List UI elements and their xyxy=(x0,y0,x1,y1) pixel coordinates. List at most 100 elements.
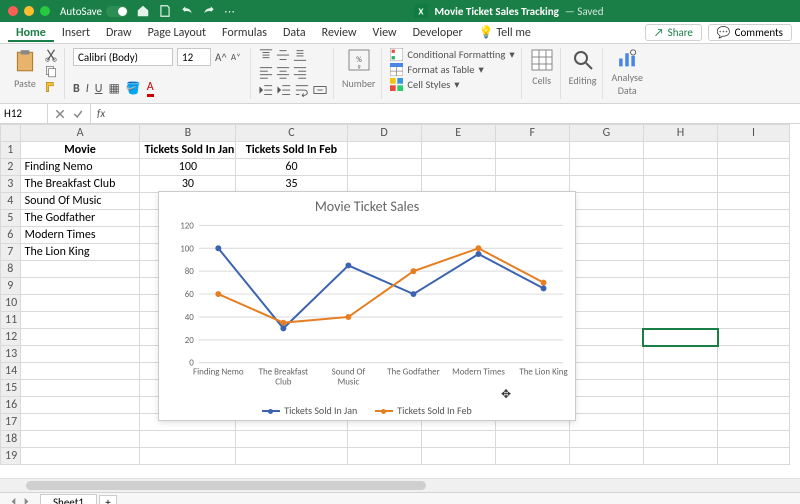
cell-H15[interactable] xyxy=(643,380,717,397)
cell-A2[interactable]: Finding Nemo xyxy=(20,159,140,176)
cell-I1[interactable] xyxy=(718,142,790,159)
row-header-4[interactable]: 4 xyxy=(1,193,21,210)
cell-I3[interactable] xyxy=(718,176,790,193)
minimize-icon[interactable] xyxy=(24,6,34,16)
align-center-icon[interactable] xyxy=(276,65,290,79)
comments-button[interactable]: 💬 Comments xyxy=(708,24,792,41)
number-group[interactable]: %9 Number xyxy=(340,48,382,99)
cell-I10[interactable] xyxy=(718,295,790,312)
add-sheet-button[interactable]: + xyxy=(99,495,117,504)
editing-group[interactable]: Editing xyxy=(567,48,604,99)
col-header-G[interactable]: G xyxy=(569,125,643,142)
cell-D19[interactable] xyxy=(347,448,421,465)
autosave-toggle[interactable]: AutoSave xyxy=(60,5,128,18)
cell-A12[interactable] xyxy=(20,329,140,346)
decrease-indent-icon[interactable] xyxy=(259,83,273,97)
enter-icon[interactable] xyxy=(72,108,84,120)
name-box[interactable]: H12 xyxy=(0,104,48,123)
row-header-5[interactable]: 5 xyxy=(1,210,21,227)
cell-I19[interactable] xyxy=(718,448,790,465)
cells-group[interactable]: Cells xyxy=(528,48,561,99)
align-middle-icon[interactable] xyxy=(276,48,290,62)
row-header-9[interactable]: 9 xyxy=(1,278,21,295)
tab-nav-next-icon[interactable] xyxy=(22,497,31,504)
cell-I4[interactable] xyxy=(718,193,790,210)
cell-C19[interactable] xyxy=(236,448,347,465)
cell-A11[interactable] xyxy=(20,312,140,329)
font-size-select[interactable] xyxy=(177,48,211,66)
cell-B2[interactable]: 100 xyxy=(140,159,236,176)
cell-H6[interactable] xyxy=(643,227,717,244)
cell-H16[interactable] xyxy=(643,397,717,414)
cell-H3[interactable] xyxy=(643,176,717,193)
row-header-17[interactable]: 17 xyxy=(1,414,21,431)
cell-D18[interactable] xyxy=(347,431,421,448)
cell-G16[interactable] xyxy=(569,397,643,414)
format-as-table-button[interactable]: Format as Table ▾ xyxy=(390,63,514,76)
tellme-tab[interactable]: 💡 Tell me xyxy=(471,25,539,40)
cell-H11[interactable] xyxy=(643,312,717,329)
col-header-F[interactable]: F xyxy=(495,125,569,142)
tab-page-layout[interactable]: Page Layout xyxy=(140,26,214,40)
italic-button[interactable]: I xyxy=(86,82,89,96)
cell-H18[interactable] xyxy=(643,431,717,448)
cell-G2[interactable] xyxy=(569,159,643,176)
cell-F19[interactable] xyxy=(495,448,569,465)
save-icon[interactable] xyxy=(158,4,172,18)
cell-I14[interactable] xyxy=(718,363,790,380)
cell-A1[interactable]: Movie xyxy=(20,142,140,159)
cell-E18[interactable] xyxy=(421,431,495,448)
cell-D1[interactable] xyxy=(347,142,421,159)
cell-G15[interactable] xyxy=(569,380,643,397)
tab-nav-prev-icon[interactable] xyxy=(9,497,18,504)
cell-I12[interactable] xyxy=(718,329,790,346)
cell-G7[interactable] xyxy=(569,244,643,261)
row-header-15[interactable]: 15 xyxy=(1,380,21,397)
cell-A15[interactable] xyxy=(20,380,140,397)
window-controls[interactable] xyxy=(8,6,50,16)
cell-I18[interactable] xyxy=(718,431,790,448)
cell-G13[interactable] xyxy=(569,346,643,363)
cell-G3[interactable] xyxy=(569,176,643,193)
row-header-13[interactable]: 13 xyxy=(1,346,21,363)
decrease-font-icon[interactable]: A˅ xyxy=(231,52,241,63)
tab-view[interactable]: View xyxy=(365,26,405,40)
align-left-icon[interactable] xyxy=(259,65,273,79)
cell-G10[interactable] xyxy=(569,295,643,312)
cell-G8[interactable] xyxy=(569,261,643,278)
tab-home[interactable]: Home xyxy=(8,26,54,42)
tab-data[interactable]: Data xyxy=(275,26,314,40)
redo-icon[interactable] xyxy=(202,4,216,18)
cell-C3[interactable]: 35 xyxy=(236,176,347,193)
cell-F3[interactable] xyxy=(495,176,569,193)
underline-button[interactable]: U xyxy=(95,82,103,96)
increase-indent-icon[interactable] xyxy=(277,83,291,97)
align-bottom-icon[interactable] xyxy=(293,48,307,62)
cell-H7[interactable] xyxy=(643,244,717,261)
tab-formulas[interactable]: Formulas xyxy=(214,26,275,40)
font-color-icon[interactable]: A xyxy=(147,80,154,97)
undo-icon[interactable] xyxy=(180,4,194,18)
more-icon[interactable]: ⋯ xyxy=(224,5,236,18)
cell-A17[interactable] xyxy=(20,414,140,431)
cell-G1[interactable] xyxy=(569,142,643,159)
cell-I11[interactable] xyxy=(718,312,790,329)
cell-I13[interactable] xyxy=(718,346,790,363)
paste-button[interactable]: Paste xyxy=(8,48,42,94)
cell-A10[interactable] xyxy=(20,295,140,312)
col-header-I[interactable]: I xyxy=(718,125,790,142)
cell-I2[interactable] xyxy=(718,159,790,176)
wrap-text-icon[interactable] xyxy=(295,83,309,97)
increase-font-icon[interactable]: A^ xyxy=(215,51,227,64)
cut-icon[interactable] xyxy=(44,48,58,62)
row-header-10[interactable]: 10 xyxy=(1,295,21,312)
tab-review[interactable]: Review xyxy=(314,26,365,40)
row-header-14[interactable]: 14 xyxy=(1,363,21,380)
spreadsheet-grid[interactable]: ABCDEFGHI1MovieTickets Sold In JanTicket… xyxy=(0,124,800,478)
border-icon[interactable]: ▦ xyxy=(108,81,119,96)
col-header-C[interactable]: C xyxy=(236,125,347,142)
cell-A8[interactable] xyxy=(20,261,140,278)
cell-I16[interactable] xyxy=(718,397,790,414)
cell-I6[interactable] xyxy=(718,227,790,244)
fill-color-icon[interactable]: 🪣 xyxy=(126,81,141,96)
